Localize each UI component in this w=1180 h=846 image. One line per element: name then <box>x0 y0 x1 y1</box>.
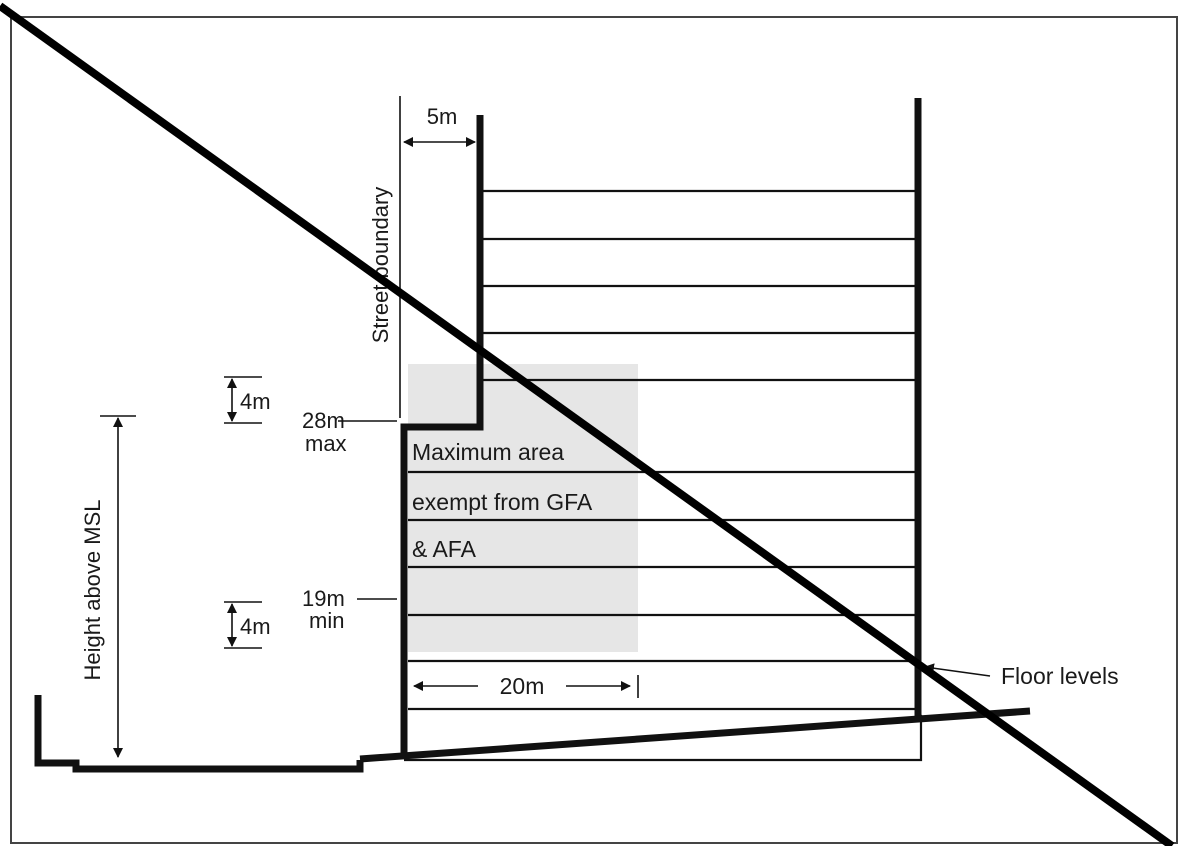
street-ground-profile <box>38 695 360 769</box>
height-msl-dimension <box>100 416 136 757</box>
height-max-word: max <box>305 431 347 456</box>
depth-label: 20m <box>500 673 545 699</box>
exempt-area-line-1: Maximum area <box>412 439 564 465</box>
setback-label: 5m <box>427 104 458 129</box>
sloping-ground <box>360 711 1030 759</box>
lower-step-label: 4m <box>240 614 271 639</box>
height-above-msl-label: Height above MSL <box>80 500 105 681</box>
exempt-area-line-3: & AFA <box>412 536 477 562</box>
cross-out-line <box>0 6 1172 846</box>
street-boundary-label: Street boundary <box>368 187 393 344</box>
floor-levels-label: Floor levels <box>1001 663 1119 689</box>
height-min-word: min <box>309 608 344 633</box>
upper-step-label: 4m <box>240 389 271 414</box>
exempt-area-line-2: exempt from GFA <box>412 489 593 515</box>
